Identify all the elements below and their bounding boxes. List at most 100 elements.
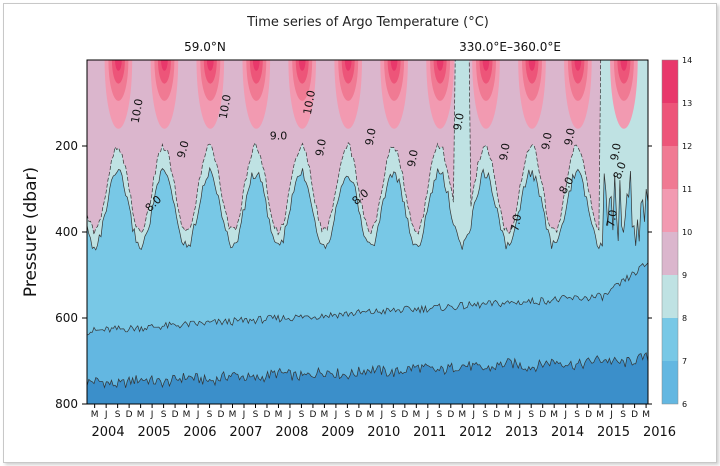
x-year-label: 2016 [643,425,676,440]
x-month-label: M [412,410,420,420]
contour-labels: 10.0 10.0 10.0 9.0 9.0 9.0 9.0 9.0 9.0 9.0 9.0 9.0 9… [129,89,629,232]
warm-lobe [206,60,214,71]
x-year-label: 2005 [137,425,170,440]
colorbar-label: 14 [682,56,692,65]
x-month-label: M [596,410,604,420]
contour-line [87,166,648,251]
x-year-label: 2008 [275,425,308,440]
warm-lobe [387,60,401,84]
x-year-label: 2012 [459,425,492,440]
x-month-label: J [380,410,384,420]
contour-label: 7.0 [604,209,620,228]
x-month-label: M [183,410,191,420]
colorbar-label: 13 [682,99,692,108]
warm-lobe [433,60,447,84]
y-axis-label: Pressure (dbar) [21,167,41,297]
contour-label: 7.0 [508,213,524,232]
y-tick-label: 600 [55,311,78,325]
x-month-label: D [264,410,271,420]
contour-label: 9.0 [405,149,421,168]
colorbar-swatch [662,60,678,103]
x-month-label: D [172,410,179,420]
x-month-label: J [471,410,475,420]
contour-label: 10.0 [301,89,318,115]
colorbar-swatch [662,361,678,404]
x-month-label: S [115,410,121,420]
x-month-label: M [504,410,512,420]
x-year-label: 2009 [321,425,354,440]
x-month-label: S [253,410,259,420]
x-month-label: D [218,410,225,420]
contour-line [87,262,648,336]
x-year-label: 2007 [229,425,262,440]
warm-lobe [203,60,217,84]
x-month-label: S [528,410,534,420]
contour-label: 9.0 [270,130,288,143]
contour-lines [87,60,648,389]
x-month-label: J [425,410,429,420]
warm-lobe [528,60,536,71]
x-month-label: J [334,410,338,420]
colorbar-label: 12 [682,142,692,151]
x-month-label: D [447,410,454,420]
contour-label: 9.0 [562,127,578,146]
contour-line [87,352,648,389]
band-10-11 [87,60,648,235]
x-month-label: M [550,410,558,420]
latitude-label: 59.0°N [184,40,226,54]
colorbar-label: 8 [682,314,687,323]
y-tick-label: 200 [55,139,78,153]
colorbar-label: 9 [682,271,687,280]
contour-label: 9.0 [313,138,329,157]
warm-lobe [157,60,171,84]
x-month-label: J [563,410,567,420]
summer-warm-lobes [104,60,638,129]
x-month-label: J [288,410,292,420]
warm-lobe [344,60,352,71]
warm-lobe [525,60,539,84]
warm-lobe [574,60,582,71]
x-month-label: S [390,410,396,420]
colorbar-label: 6 [682,400,687,409]
contour-line [87,60,648,236]
x-month-label: M [321,410,329,420]
x-month-label: D [309,410,316,420]
warm-lobe [436,60,444,71]
x-month-label: D [126,410,133,420]
colorbar-label: 10 [682,228,692,237]
contour-fills [87,60,648,404]
warm-lobe [620,60,628,71]
warm-lobe [617,60,631,84]
x-year-label: 2010 [367,425,400,440]
x-month-label: J [242,410,246,420]
y-tick-label: 800 [55,397,78,411]
contour-label: 9.0 [451,112,467,131]
warm-lobe [295,60,309,84]
contour-label: 9.0 [608,142,624,161]
warm-lobe [249,60,263,84]
x-month-label: S [482,410,488,420]
x-month-label: M [366,410,374,420]
contour-label: 9.0 [497,142,513,161]
x-month-label: D [493,410,500,420]
y-tick-label: 400 [55,225,78,239]
x-month-label: S [436,410,442,420]
x-month-label: J [150,410,154,420]
x-month-label: D [355,410,362,420]
x-year-label: 2013 [505,425,538,440]
contour-label: 9.0 [175,139,192,159]
warm-lobe [252,60,260,71]
colorbar-swatch [662,146,678,189]
x-year-label: 2011 [413,425,446,440]
x-month-label: M [275,410,283,420]
warm-lobe [479,60,493,84]
x-month-label: S [620,410,626,420]
colorbar-label: 11 [682,185,692,194]
warm-lobe [161,60,168,71]
x-month-label: S [574,410,580,420]
warm-lobe [571,60,585,84]
x-month-label: J [196,410,200,420]
x-month-label: S [299,410,305,420]
x-month-label: M [458,410,466,420]
